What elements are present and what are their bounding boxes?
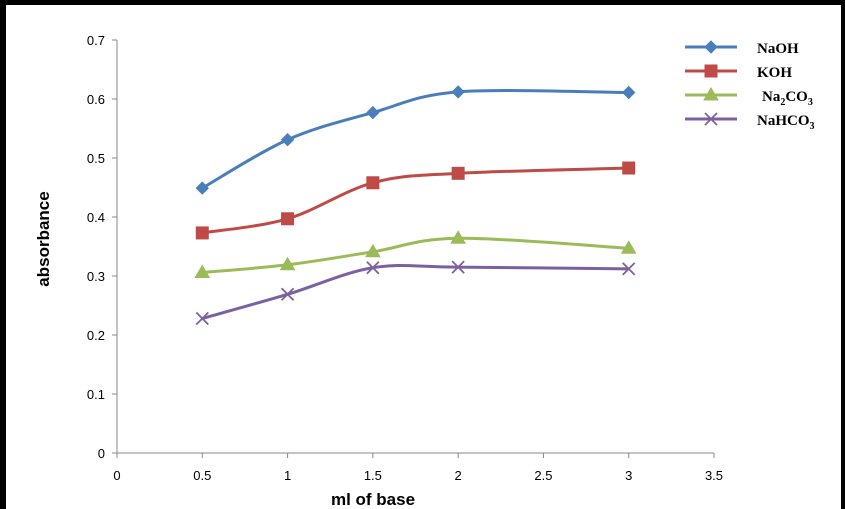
y-tick-label: 0.4 — [87, 210, 105, 225]
legend-marker-nahco3 — [704, 112, 718, 126]
y-tick-label: 0.3 — [87, 269, 105, 284]
legend-label-na2co3: Na2CO3 — [762, 89, 813, 108]
data-point-naoh — [195, 181, 209, 195]
y-tick-label: 0.7 — [87, 33, 105, 48]
data-point-na2co3 — [364, 243, 381, 258]
data-point-koh — [281, 212, 295, 226]
legend-item-nahco3: NaHCO3 — [685, 112, 815, 132]
x-tick-label: 3 — [625, 468, 632, 483]
data-point-na2co3 — [194, 264, 211, 278]
x-tick-label: 2 — [455, 468, 462, 483]
legend-label-koh: KOH — [757, 65, 792, 81]
y-axis-title: absorbance — [34, 191, 53, 286]
legend-item-naoh: NaOH — [685, 40, 799, 57]
y-tick-label: 0.5 — [87, 151, 105, 166]
x-tick-label: 2.5 — [534, 468, 552, 483]
y-tick-labels: 0 0.1 0.2 0.3 0.4 0.5 0.6 0.7 — [87, 33, 105, 461]
data-point-naoh — [280, 133, 295, 147]
data-point-naoh — [622, 85, 636, 100]
y-tick-label: 0.6 — [87, 92, 105, 107]
x-tick-label: 1.5 — [364, 468, 382, 483]
y-tick-label: 0.1 — [87, 387, 105, 402]
legend-label-nahco3: NaHCO3 — [757, 113, 815, 132]
legend-label-naoh: NaOH — [757, 41, 799, 57]
data-point-nahco3 — [622, 262, 636, 276]
x-tick-label: 0 — [113, 468, 120, 483]
axes — [112, 39, 715, 458]
series-line-koh — [202, 166, 629, 235]
data-point-koh — [195, 226, 209, 240]
data-point-naoh — [366, 105, 380, 120]
data-point-koh — [451, 166, 465, 180]
legend-marker-koh — [704, 64, 718, 78]
data-point-na2co3 — [279, 256, 296, 271]
legend-item-na2co3: Na2CO3 — [685, 87, 813, 108]
data-point-nahco3 — [280, 287, 295, 301]
series-line-naoh — [201, 89, 629, 190]
series-points — [194, 85, 637, 326]
x-tick-label: 1 — [284, 468, 291, 483]
data-point-nahco3 — [195, 311, 209, 326]
series-lines — [201, 89, 629, 320]
x-tick-label: 3.5 — [705, 468, 723, 483]
legend-item-koh: KOH — [685, 64, 792, 81]
y-tick-label: 0 — [98, 446, 105, 461]
legend-marker-naoh — [704, 40, 718, 54]
x-tick-labels: 0 0.5 1 1.5 2 2.5 3 3.5 — [113, 468, 723, 483]
legend: NaOH KOH Na2CO3 NaHCO3 — [685, 40, 815, 132]
data-point-na2co3 — [450, 230, 467, 244]
data-point-nahco3 — [366, 261, 380, 275]
data-point-naoh — [451, 85, 465, 99]
x-axis-title: ml of base — [331, 490, 415, 509]
series-line-nahco3 — [201, 264, 629, 320]
data-point-nahco3 — [451, 260, 465, 274]
data-point-na2co3 — [620, 240, 637, 254]
x-tick-label: 0.5 — [193, 468, 211, 483]
data-point-koh — [366, 176, 380, 190]
legend-marker-na2co3 — [703, 87, 719, 101]
data-point-koh — [622, 161, 636, 175]
y-tick-label: 0.2 — [87, 328, 105, 343]
series-line-na2co3 — [202, 236, 629, 274]
